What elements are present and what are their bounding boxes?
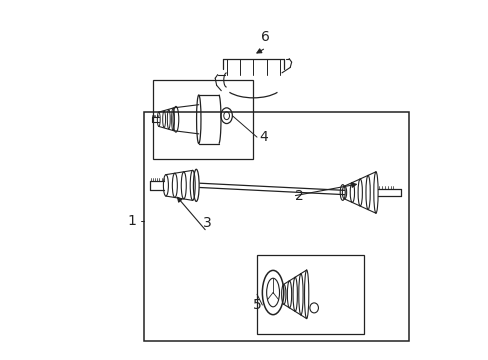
Text: 5: 5 bbox=[252, 298, 261, 312]
Text: 2: 2 bbox=[295, 189, 304, 203]
Text: 3: 3 bbox=[202, 216, 211, 230]
Bar bbox=[257, 255, 364, 334]
Text: 1: 1 bbox=[127, 214, 136, 228]
Text: 4: 4 bbox=[259, 130, 268, 144]
Text: 6: 6 bbox=[261, 30, 270, 44]
Bar bbox=[144, 112, 408, 341]
Bar bbox=[153, 80, 253, 158]
